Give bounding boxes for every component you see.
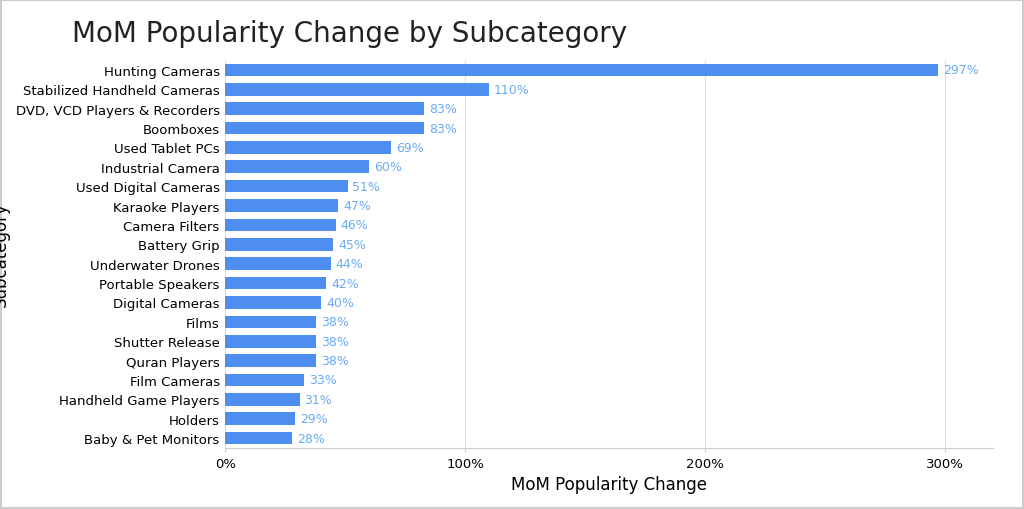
- Text: 33%: 33%: [309, 374, 337, 387]
- Bar: [225, 200, 338, 212]
- Text: 46%: 46%: [340, 219, 369, 232]
- Bar: [225, 142, 391, 154]
- Bar: [225, 277, 326, 290]
- Bar: [225, 123, 425, 135]
- Y-axis label: Subcategory: Subcategory: [0, 202, 10, 307]
- Text: 38%: 38%: [322, 316, 349, 329]
- Text: 44%: 44%: [336, 258, 364, 271]
- Bar: [225, 239, 333, 251]
- Bar: [225, 335, 316, 348]
- Bar: [225, 297, 322, 309]
- Text: 297%: 297%: [943, 64, 979, 77]
- Text: 38%: 38%: [322, 335, 349, 348]
- X-axis label: MoM Popularity Change: MoM Popularity Change: [511, 475, 708, 493]
- Text: 42%: 42%: [331, 277, 358, 290]
- Bar: [225, 413, 295, 425]
- Text: 47%: 47%: [343, 200, 371, 213]
- Bar: [225, 219, 336, 232]
- Bar: [225, 374, 304, 386]
- Bar: [225, 393, 300, 406]
- Text: 29%: 29%: [300, 412, 328, 426]
- Text: 38%: 38%: [322, 354, 349, 367]
- Bar: [225, 432, 293, 444]
- Text: 110%: 110%: [495, 83, 529, 97]
- Text: 83%: 83%: [429, 122, 457, 135]
- Bar: [225, 65, 938, 77]
- Bar: [225, 103, 425, 116]
- Text: MoM Popularity Change by Subcategory: MoM Popularity Change by Subcategory: [72, 20, 627, 48]
- Bar: [225, 355, 316, 367]
- Text: 51%: 51%: [352, 180, 380, 193]
- Text: 45%: 45%: [338, 238, 366, 251]
- Text: 40%: 40%: [326, 296, 354, 309]
- Text: 83%: 83%: [429, 103, 457, 116]
- Text: 31%: 31%: [304, 393, 332, 406]
- Text: 60%: 60%: [374, 161, 402, 174]
- Bar: [225, 258, 331, 270]
- Bar: [225, 84, 489, 96]
- Bar: [225, 316, 316, 328]
- Bar: [225, 161, 370, 174]
- Bar: [225, 181, 348, 193]
- Text: 69%: 69%: [395, 142, 424, 155]
- Text: 28%: 28%: [297, 432, 326, 445]
